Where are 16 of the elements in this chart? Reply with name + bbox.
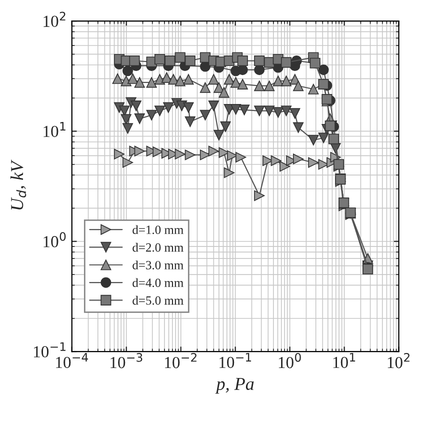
x-tick-label: 10$^{−2}$ bbox=[165, 353, 196, 368]
legend-label: d=5.0 mm bbox=[132, 296, 184, 305]
x-axis-title: p, Pa bbox=[215, 378, 254, 394]
y-tick-label: 10$^{2}$ bbox=[44, 12, 66, 27]
y-axis-title: U$_{d}$, kV bbox=[10, 160, 26, 210]
x-tick-label: 10$^{−1}$ bbox=[220, 353, 252, 368]
legend-label: d=1.0 mm bbox=[132, 225, 184, 234]
x-tick-label: 10$^{−3}$ bbox=[110, 353, 142, 368]
x-tick-label: 10$^{1}$ bbox=[333, 353, 356, 368]
x-tick-label: 10$^{0}$ bbox=[278, 353, 301, 368]
legend-label: d=4.0 mm bbox=[132, 278, 184, 288]
y-tick-label: 10$^{0}$ bbox=[44, 232, 66, 248]
y-tick-label: 10$^{1}$ bbox=[44, 122, 66, 138]
legend-label: d=2.0 mm bbox=[132, 242, 184, 252]
x-tick-label: 10$^{2}$ bbox=[388, 353, 410, 368]
legend-label: d=3.0 mm bbox=[132, 260, 184, 270]
